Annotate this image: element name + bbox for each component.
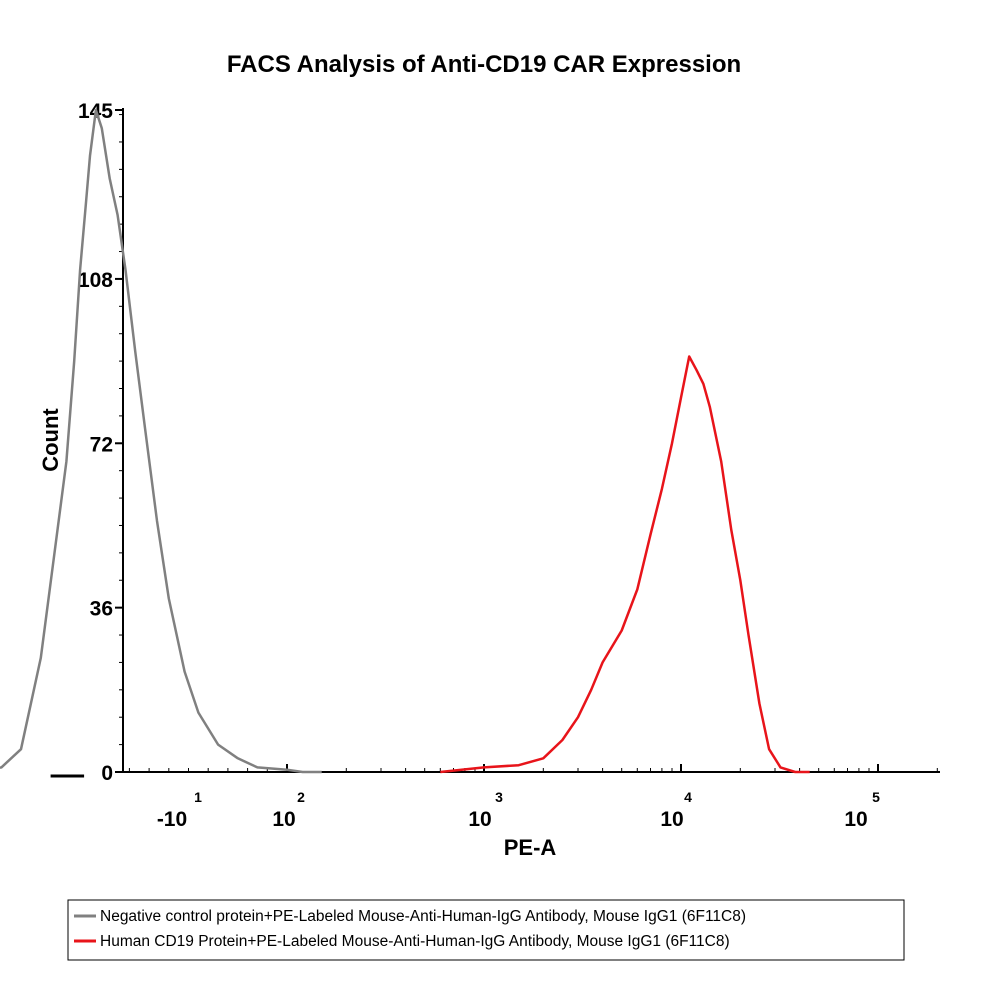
y-axis-label: Count [38,408,63,472]
legend-box [67,899,905,961]
x-tick-exponent: 2 [297,789,305,805]
x-tick-label: 10 [660,808,683,831]
series-line-1 [440,355,810,774]
legend-label: Human CD19 Protein+PE-Labeled Mouse-Anti… [100,933,730,950]
x-tick-label: 10 [272,808,295,831]
y-tick-label: 108 [78,269,113,292]
y-tick-label: 0 [101,762,113,785]
legend: Negative control protein+PE-Labeled Mous… [67,899,905,961]
legend-label: Negative control protein+PE-Labeled Mous… [100,908,746,925]
x-tick-exponent: 4 [684,789,692,805]
chart-title: FACS Analysis of Anti-CD19 CAR Expressio… [227,51,741,78]
plot-area [0,108,810,774]
series-line-0 [0,108,322,774]
x-tick-label: 10 [844,808,867,831]
y-tick-label: 36 [90,598,113,621]
x-tick-exponent: 5 [872,789,880,805]
x-tick-exponent: 3 [495,789,503,805]
y-tick-label: 72 [90,433,113,456]
x-axis-label: PE-A [504,835,557,860]
x-tick-label: 10 [468,808,491,831]
x-tick-label: -10 [157,808,187,831]
x-tick-exponent: 1 [194,789,202,805]
